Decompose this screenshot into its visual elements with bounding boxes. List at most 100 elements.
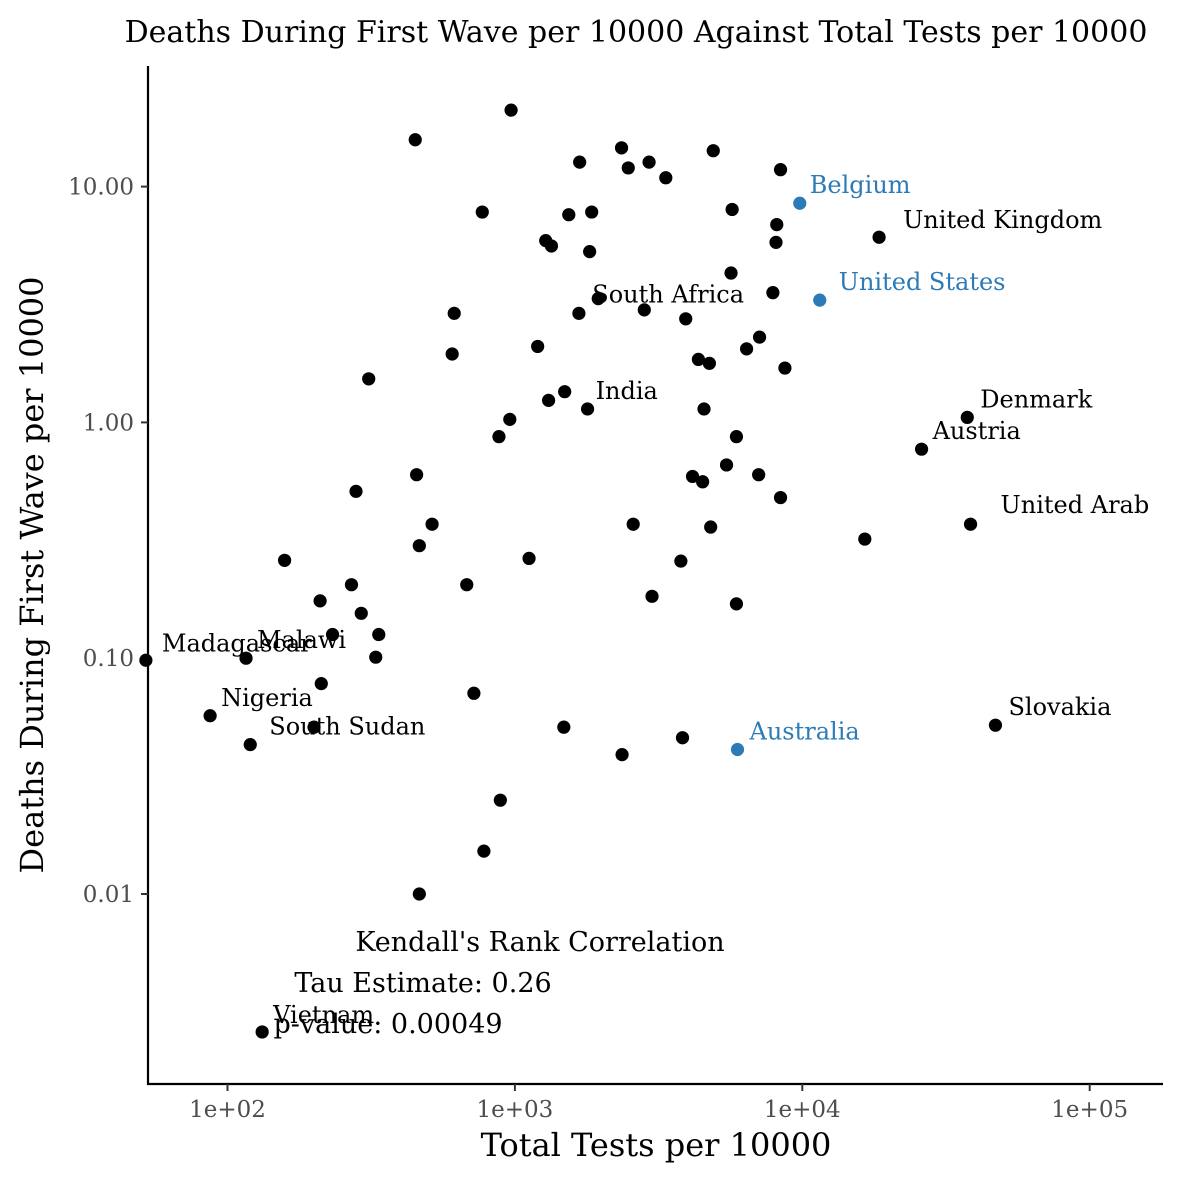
data-point (621, 161, 635, 175)
data-point (372, 627, 386, 642)
data-point (573, 155, 587, 169)
data-point (704, 520, 718, 534)
data-point (503, 412, 517, 426)
point-label: Austria (932, 417, 1021, 445)
data-point (412, 887, 426, 901)
data-point-united-states (813, 293, 827, 307)
data-point (739, 342, 754, 356)
data-point (752, 468, 766, 482)
x-axis: 1e+02 1e+03 1e+04 1e+05 (147, 1082, 1163, 1123)
data-point (725, 202, 739, 217)
data-point (770, 217, 784, 232)
data-point (492, 430, 506, 444)
point-label: Australia (748, 718, 859, 746)
data-point (445, 347, 459, 361)
data-point (307, 720, 321, 734)
data-point (706, 144, 720, 158)
data-point (493, 793, 507, 807)
point-label: Slovakia (1008, 693, 1111, 721)
data-point (679, 312, 693, 326)
data-point (769, 235, 783, 249)
data-point (729, 430, 744, 444)
data-point-south-sudan (243, 738, 257, 752)
data-point-united-kingdom (872, 230, 886, 244)
annotation-title: Kendall's Rank Correlation (355, 927, 724, 958)
annotation-p-value: p-value: 0.00049 (273, 1009, 502, 1040)
data-point (531, 339, 545, 354)
data-point (460, 578, 474, 592)
data-point (362, 372, 376, 386)
data-point-united-arab (963, 517, 978, 531)
data-point-slovakia (988, 718, 1003, 732)
data-point-malawi (239, 651, 253, 665)
data-point (615, 748, 629, 762)
data-point (691, 352, 706, 367)
data-point (729, 597, 744, 611)
data-point (558, 385, 572, 399)
data-point (697, 402, 711, 416)
point-label: Belgium (810, 171, 911, 199)
x-axis-title: Total Tests per 10000 (481, 1126, 832, 1164)
data-point-south-africa (591, 291, 605, 306)
point-label: United Kingdom (903, 206, 1102, 234)
point-label: Vietnam (272, 1001, 374, 1029)
data-point (544, 239, 559, 253)
data-point (354, 606, 368, 620)
data-point (773, 490, 788, 505)
data-point (675, 731, 690, 745)
y-tick-label: 10.00 (68, 175, 134, 201)
data-point (522, 551, 536, 565)
y-tick-label: 0.10 (83, 646, 134, 672)
point-labels: Belgium United Kingdom United States South … (162, 171, 1149, 1029)
y-axis-title: Deaths During First Wave per 10000 (13, 276, 51, 873)
data-point (475, 205, 489, 219)
data-point (369, 650, 383, 664)
data-point (674, 554, 688, 568)
data-point (408, 133, 422, 147)
data-point-belgium (793, 196, 807, 210)
annotation-tau: Tau Estimate: 0.26 (294, 968, 551, 999)
data-point (685, 469, 700, 484)
data-point-australia (730, 742, 745, 757)
y-tick-label: 1.00 (83, 410, 134, 436)
data-point (277, 553, 292, 567)
data-point (585, 205, 599, 219)
point-label: Madagascar (162, 629, 312, 657)
data-point (412, 539, 426, 553)
x-tick-label: 1e+05 (1051, 1097, 1128, 1123)
data-point (752, 330, 767, 344)
y-tick-label: 0.01 (83, 882, 134, 908)
data-point (557, 720, 571, 734)
data-point (314, 677, 328, 691)
point-label: Nigeria (221, 684, 313, 712)
x-tick-label: 1e+03 (477, 1097, 554, 1123)
data-point (447, 306, 461, 320)
data-point (719, 458, 734, 472)
data-point (702, 356, 716, 370)
data-point-denmark (960, 410, 974, 425)
data-point (766, 286, 780, 300)
data-point (773, 163, 788, 177)
data-point (583, 245, 597, 259)
data-point (778, 361, 792, 375)
point-label: India (596, 377, 658, 405)
data-point (858, 532, 872, 546)
data-point (724, 266, 738, 280)
data-point (572, 306, 586, 320)
x-tick-label: 1e+02 (189, 1097, 266, 1123)
point-label: Malawi (257, 626, 346, 654)
x-tick-label: 1e+04 (764, 1097, 841, 1123)
y-axis: 0.01 0.10 1.00 10.00 (68, 66, 150, 1085)
data-point (642, 155, 656, 169)
data-point (637, 303, 651, 317)
data-point-nigeria (203, 709, 217, 723)
data-point-austria (914, 442, 929, 456)
data-point (626, 517, 640, 531)
data-point (696, 475, 710, 489)
data-point (325, 627, 340, 642)
data-point-india (580, 402, 595, 416)
data-point (313, 594, 327, 608)
point-label: Denmark (980, 385, 1092, 413)
data-point (425, 517, 439, 531)
